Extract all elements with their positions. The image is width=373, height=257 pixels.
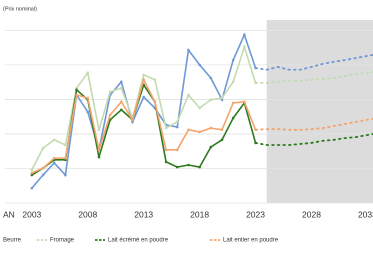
projection-line xyxy=(254,53,373,71)
point xyxy=(120,80,123,84)
history-line xyxy=(31,44,257,171)
legend-label: Beurre xyxy=(3,238,22,244)
point xyxy=(187,163,190,167)
point xyxy=(231,116,235,120)
point xyxy=(120,100,123,104)
point xyxy=(220,96,224,100)
point xyxy=(231,58,235,62)
point xyxy=(30,186,34,190)
x-axis-label: AN xyxy=(3,209,15,219)
point xyxy=(254,128,257,132)
x-tick-label: 2003 xyxy=(22,209,41,219)
point xyxy=(142,95,145,99)
legend-label: Lait écrémé en poudre xyxy=(108,238,169,244)
point xyxy=(187,128,190,132)
point xyxy=(108,90,112,94)
point xyxy=(198,106,201,110)
point xyxy=(175,120,179,124)
point xyxy=(142,78,145,82)
point xyxy=(209,76,213,80)
point xyxy=(131,118,134,122)
point xyxy=(52,138,56,142)
point xyxy=(64,173,67,177)
point xyxy=(41,166,45,170)
point xyxy=(86,71,90,75)
point xyxy=(75,88,78,92)
point xyxy=(142,73,145,77)
point xyxy=(164,160,168,164)
projection-line xyxy=(254,70,373,84)
point xyxy=(131,120,134,124)
point xyxy=(86,96,90,100)
projection-shade xyxy=(266,20,373,203)
projection-line xyxy=(254,118,373,131)
x-tick-label: 2008 xyxy=(78,209,97,219)
point xyxy=(220,138,224,142)
point xyxy=(198,165,201,169)
point xyxy=(209,98,213,102)
history-line xyxy=(31,32,257,189)
x-tick-label: 2013 xyxy=(134,209,153,219)
legend-label: Fromage xyxy=(50,238,75,244)
point xyxy=(64,143,67,147)
point xyxy=(231,80,235,84)
point xyxy=(254,66,257,70)
point xyxy=(30,171,34,175)
point xyxy=(30,168,34,172)
point xyxy=(175,125,179,129)
point xyxy=(120,86,123,90)
point xyxy=(164,126,168,130)
point xyxy=(120,108,123,112)
x-tick-label: 2028 xyxy=(302,209,321,219)
point xyxy=(75,93,78,97)
point xyxy=(243,33,246,37)
x-tick-label: 2023 xyxy=(246,209,265,219)
point xyxy=(231,101,235,105)
legend-label: Lait entier en poudre xyxy=(223,238,279,244)
point xyxy=(52,161,56,165)
point xyxy=(187,93,190,97)
point xyxy=(30,173,34,177)
chart-subtitle: (Prix nominal) xyxy=(3,6,37,12)
point xyxy=(198,63,201,67)
point xyxy=(153,78,157,82)
point xyxy=(64,156,67,160)
point xyxy=(97,155,101,159)
projection-line xyxy=(254,133,373,146)
point xyxy=(243,100,246,104)
x-tick-label: 2033 xyxy=(358,209,373,219)
point xyxy=(41,173,45,177)
point xyxy=(209,126,213,130)
point xyxy=(52,156,56,160)
point xyxy=(209,145,213,149)
point xyxy=(97,128,101,132)
point xyxy=(97,148,101,152)
point xyxy=(198,130,201,134)
point xyxy=(220,128,224,132)
point xyxy=(175,148,179,152)
point xyxy=(175,165,179,169)
point xyxy=(108,113,112,117)
x-tick-label: 2018 xyxy=(190,209,209,219)
point xyxy=(41,146,45,150)
point xyxy=(254,141,257,145)
point xyxy=(187,48,190,52)
point xyxy=(86,110,90,114)
point xyxy=(153,100,157,104)
point xyxy=(254,81,257,85)
point xyxy=(243,45,246,49)
point xyxy=(164,148,168,152)
